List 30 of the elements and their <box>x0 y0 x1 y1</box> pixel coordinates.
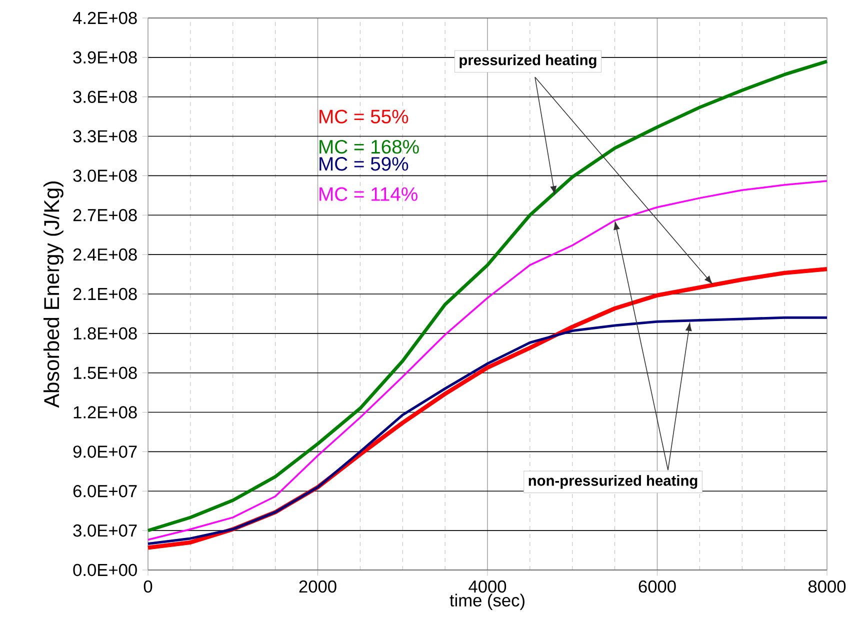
annotation: pressurized heating <box>460 54 596 68</box>
x-tick-label: 8000 <box>808 580 846 593</box>
y-tick-label: 1.2E+08 <box>74 406 137 418</box>
x-axis-title: time (sec) <box>450 594 524 610</box>
y-axis-title: Absorbed Energy (J/Kg) <box>44 182 64 408</box>
text: MC = 114% <box>320 187 418 201</box>
y-tick-label: 1.5E+08 <box>74 366 137 379</box>
y-tick-label: 3.6E+08 <box>73 90 137 103</box>
y-tick-label: 3.3E+08 <box>73 130 137 142</box>
line-series <box>147 180 828 541</box>
x-tick-label: 2000 <box>299 580 336 593</box>
line-series <box>146 316 828 545</box>
text: MC = 168% <box>320 140 419 154</box>
x-tick-label: 4000 <box>468 580 506 593</box>
y-tick-label: 3.0E+08 <box>73 170 137 182</box>
y-tick-label: 1.8E+08 <box>74 327 137 340</box>
y-tick-label: 3.9E+08 <box>73 51 137 64</box>
x-tick-label: 6000 <box>638 580 676 593</box>
y-tick-label: 2.1E+08 <box>73 288 137 300</box>
y-tick-label: 3.0E+07 <box>73 524 137 537</box>
y-tick-label: 9.0E+07 <box>73 446 137 458</box>
text: MC = 55% <box>320 110 408 124</box>
y-tick-label: 2.7E+08 <box>73 208 137 222</box>
text: MC = 59% <box>320 157 408 171</box>
annotation: non-pressurized heating <box>528 475 698 489</box>
y-tick-label: 0.0E+00 <box>73 564 137 576</box>
y-tick-label: 6.0E+07 <box>73 484 137 498</box>
y-tick-label: 4.2E+08 <box>72 12 137 24</box>
y-tick-label: 2.4E+08 <box>73 248 137 261</box>
x-tick-label: 0 <box>144 580 152 593</box>
